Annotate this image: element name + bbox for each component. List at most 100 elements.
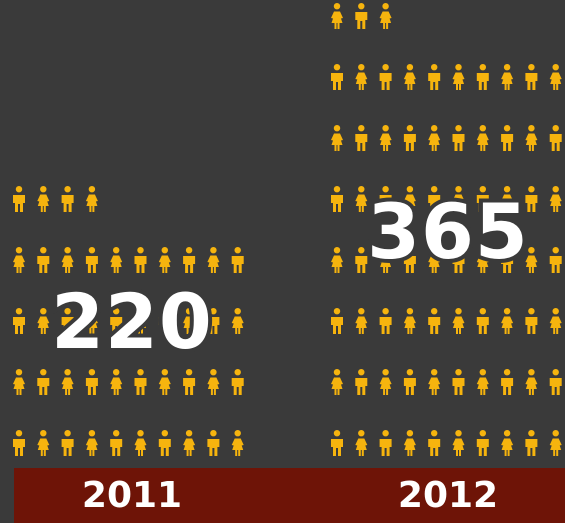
female-figure-icon xyxy=(549,308,562,334)
male-figure-icon xyxy=(355,247,368,273)
male-figure-icon xyxy=(355,125,368,151)
male-figure-icon xyxy=(525,308,538,334)
male-figure-icon xyxy=(61,186,74,212)
male-figure-icon xyxy=(525,430,538,456)
female-figure-icon xyxy=(501,186,514,212)
female-figure-icon xyxy=(61,369,74,395)
category-label-2012: 2012 xyxy=(397,475,499,516)
male-figure-icon xyxy=(501,125,514,151)
female-figure-icon xyxy=(331,125,343,151)
female-figure-icon xyxy=(134,430,147,456)
female-figure-icon xyxy=(85,186,98,212)
female-figure-icon xyxy=(403,63,416,90)
female-figure-icon xyxy=(452,186,465,212)
male-figure-icon xyxy=(331,63,343,90)
male-figure-icon xyxy=(379,186,392,212)
female-figure-icon xyxy=(331,247,343,273)
male-figure-icon xyxy=(501,369,514,395)
male-figure-icon xyxy=(428,186,441,212)
male-figure-icon xyxy=(452,125,465,151)
male-figure-icon xyxy=(231,247,244,273)
female-figure-icon xyxy=(525,369,538,395)
male-figure-icon xyxy=(428,63,441,90)
female-figure-icon xyxy=(525,247,538,273)
male-figure-icon xyxy=(331,308,343,334)
female-figure-icon xyxy=(183,430,196,456)
male-figure-icon xyxy=(476,186,489,212)
male-figure-icon xyxy=(37,247,50,273)
male-figure-icon xyxy=(501,247,514,273)
male-figure-icon xyxy=(110,308,123,334)
pictogram-group-2011 xyxy=(13,186,244,456)
female-figure-icon xyxy=(452,63,465,90)
female-figure-icon xyxy=(403,308,416,334)
female-figure-icon xyxy=(355,308,368,334)
female-figure-icon xyxy=(452,308,465,334)
female-figure-icon xyxy=(85,308,98,334)
male-figure-icon xyxy=(331,186,343,212)
female-figure-icon xyxy=(525,125,538,151)
male-figure-icon xyxy=(549,125,562,151)
value-label-2011: 220 xyxy=(47,277,216,366)
female-figure-icon xyxy=(379,125,392,151)
female-figure-icon xyxy=(403,430,416,456)
female-figure-icon xyxy=(379,2,392,29)
male-figure-icon xyxy=(428,430,441,456)
male-figure-icon xyxy=(183,369,196,395)
male-figure-icon xyxy=(85,247,98,273)
female-figure-icon xyxy=(110,247,123,273)
female-figure-icon xyxy=(549,63,562,90)
female-figure-icon xyxy=(403,186,416,212)
female-figure-icon xyxy=(476,369,489,395)
male-figure-icon xyxy=(61,308,74,334)
male-figure-icon xyxy=(428,308,441,334)
male-figure-icon xyxy=(549,369,562,395)
male-figure-icon xyxy=(13,186,25,212)
male-figure-icon xyxy=(355,2,368,29)
female-figure-icon xyxy=(207,247,220,273)
male-figure-icon xyxy=(452,247,465,273)
male-figure-icon xyxy=(13,430,25,456)
male-figure-icon xyxy=(403,369,416,395)
male-figure-icon xyxy=(110,430,123,456)
female-figure-icon xyxy=(134,308,147,334)
male-figure-icon xyxy=(13,308,25,334)
female-figure-icon xyxy=(231,308,244,334)
male-figure-icon xyxy=(525,63,538,90)
female-figure-icon xyxy=(37,186,50,212)
male-figure-icon xyxy=(403,247,416,273)
male-figure-icon xyxy=(379,430,392,456)
male-figure-icon xyxy=(183,247,196,273)
female-figure-icon xyxy=(476,247,489,273)
male-figure-icon xyxy=(476,308,489,334)
male-figure-icon xyxy=(379,308,392,334)
female-figure-icon xyxy=(207,369,220,395)
value-label-2012: 365 xyxy=(363,187,532,276)
male-figure-icon xyxy=(37,369,50,395)
male-figure-icon xyxy=(61,430,74,456)
male-figure-icon xyxy=(549,247,562,273)
female-figure-icon xyxy=(158,369,171,395)
female-figure-icon xyxy=(331,2,343,29)
male-figure-icon xyxy=(476,63,489,90)
female-figure-icon xyxy=(428,125,441,151)
male-figure-icon xyxy=(331,430,343,456)
female-figure-icon xyxy=(355,63,368,90)
female-figure-icon xyxy=(183,308,196,334)
category-label-2011: 2011 xyxy=(81,475,183,516)
female-figure-icon xyxy=(13,369,25,395)
male-figure-icon xyxy=(85,369,98,395)
female-figure-icon xyxy=(158,247,171,273)
male-figure-icon xyxy=(452,369,465,395)
female-figure-icon xyxy=(501,308,514,334)
male-figure-icon xyxy=(207,430,220,456)
female-figure-icon xyxy=(110,369,123,395)
female-figure-icon xyxy=(355,186,368,212)
female-figure-icon xyxy=(501,63,514,90)
pictogram-group-2012 xyxy=(331,2,562,456)
female-figure-icon xyxy=(231,430,244,456)
female-figure-icon xyxy=(549,430,562,456)
female-figure-icon xyxy=(501,430,514,456)
male-figure-icon xyxy=(525,186,538,212)
